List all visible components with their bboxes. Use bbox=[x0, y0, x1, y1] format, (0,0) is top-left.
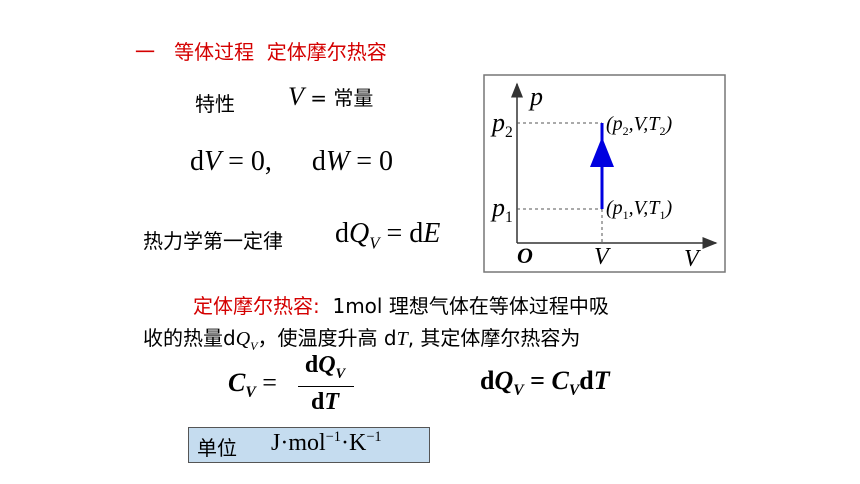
cv-lhs: CV = bbox=[228, 368, 277, 402]
label-part: 2 bbox=[505, 124, 513, 142]
label-part: 1 bbox=[505, 209, 513, 227]
formula-part: = 常量 bbox=[303, 86, 374, 110]
formula-part: = 0, bbox=[221, 146, 272, 177]
unit-label: 单位 bbox=[197, 436, 237, 460]
unit-part: J·mol bbox=[271, 430, 326, 456]
formula-part: E bbox=[423, 218, 441, 249]
label-part: ,V,T bbox=[628, 113, 660, 135]
heading-number: 一 bbox=[135, 40, 155, 64]
formula-part: d bbox=[579, 366, 594, 395]
x-axis-label: V bbox=[684, 246, 699, 272]
label-part: (p bbox=[606, 113, 623, 135]
formula-part: T bbox=[324, 389, 340, 415]
label-part: (p bbox=[606, 197, 623, 219]
y-axis-label: p bbox=[530, 82, 543, 111]
state2-label: (p2,V,T2) bbox=[606, 113, 672, 139]
definition-text: 1mol 理想气体在等体过程中吸 bbox=[332, 294, 609, 318]
formula-part: V bbox=[369, 233, 380, 253]
definition-text: T bbox=[396, 328, 408, 350]
definition-text: 收的热量d bbox=[143, 326, 236, 350]
formula-part: Q bbox=[494, 366, 514, 395]
formula-part: d bbox=[311, 146, 326, 177]
label-part: ,V,T bbox=[628, 197, 660, 219]
heading-subtitle: 定体摩尔热容 bbox=[266, 40, 387, 64]
definition-text: Q bbox=[235, 328, 251, 350]
unit-part: −1 bbox=[366, 429, 382, 445]
first-law-formula: dQV = dE bbox=[335, 218, 440, 254]
label-part: p bbox=[492, 108, 505, 137]
formula-part: = bbox=[255, 368, 277, 397]
heading-title: 等体过程 bbox=[174, 40, 255, 64]
formula-part: = 0 bbox=[349, 146, 394, 177]
label-part: 1 bbox=[659, 208, 666, 222]
formula-part: d bbox=[190, 146, 204, 177]
formula-part: = d bbox=[379, 218, 424, 249]
label-part: 2 bbox=[622, 124, 629, 138]
unit-part: ·K bbox=[340, 430, 367, 456]
relation: dQV = CVdT bbox=[480, 366, 610, 400]
unit-value: J·mol−1·K−1 bbox=[271, 429, 382, 457]
formula-part: d bbox=[304, 352, 319, 378]
formula-part: d bbox=[310, 389, 325, 415]
formula-part: C bbox=[228, 368, 246, 397]
formula-part: T bbox=[593, 366, 610, 395]
label-part: 1 bbox=[622, 208, 629, 222]
v-tick-label: V bbox=[594, 244, 609, 270]
first-law-label: 热力学第一定律 bbox=[143, 229, 283, 253]
p1-label: p1 bbox=[492, 193, 513, 227]
p2-label: p2 bbox=[492, 108, 513, 142]
state1-label: (p1,V,T1) bbox=[606, 197, 672, 223]
formula-part: V bbox=[513, 382, 524, 400]
formula-part: d bbox=[480, 366, 495, 395]
cv-denominator: dT bbox=[296, 389, 354, 416]
diagram-frame bbox=[483, 74, 726, 273]
definition-term: 定体摩尔热容: bbox=[193, 294, 320, 318]
label-part: 2 bbox=[659, 124, 666, 138]
property-formula: V = 常量 bbox=[288, 82, 373, 112]
differentials: dV = 0, dW = 0 bbox=[190, 146, 393, 178]
formula-part: V bbox=[204, 146, 222, 177]
definition-text: ，使温度升高 d bbox=[257, 326, 397, 350]
unit-box: 单位 J·mol−1·K−1 bbox=[188, 427, 430, 463]
formula-part: V bbox=[245, 384, 256, 402]
definition-text: , 其定体摩尔热容为 bbox=[407, 326, 581, 350]
formula-part: Q bbox=[318, 352, 336, 378]
definition-text: V bbox=[250, 339, 258, 353]
formula-part: V bbox=[568, 382, 580, 400]
origin-label: O bbox=[517, 243, 533, 268]
formula-part: V bbox=[288, 82, 304, 111]
property-label: 特性 bbox=[195, 92, 235, 116]
unit-part: −1 bbox=[325, 429, 341, 445]
formula-part: V bbox=[335, 365, 346, 382]
formula-part: = bbox=[523, 366, 552, 395]
fraction-bar bbox=[298, 386, 354, 387]
heading: 一 等体过程 定体摩尔热容 bbox=[135, 36, 387, 65]
formula-part: C bbox=[551, 366, 569, 395]
definition-line1: 定体摩尔热容: 1mol 理想气体在等体过程中吸 bbox=[193, 290, 609, 319]
label-part: ) bbox=[665, 197, 673, 219]
cv-numerator: dQV bbox=[296, 352, 354, 383]
formula-part: W bbox=[325, 146, 350, 177]
definition-line2: 收的热量dQV，使温度升高 dT, 其定体摩尔热容为 bbox=[143, 322, 580, 354]
formula-part: Q bbox=[349, 218, 370, 249]
label-part: p bbox=[492, 193, 505, 222]
label-part: ) bbox=[665, 113, 673, 135]
formula-part: d bbox=[335, 218, 349, 249]
